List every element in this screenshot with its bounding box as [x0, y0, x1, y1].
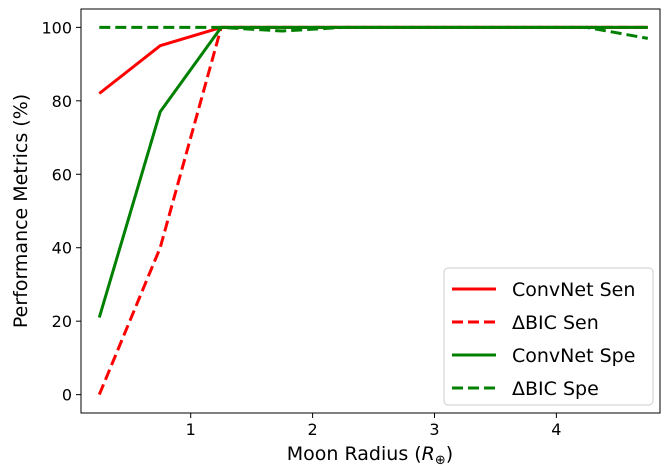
x-tick-label: 2 — [308, 420, 318, 439]
legend-box — [443, 267, 654, 406]
y-tick-label: 80 — [52, 92, 72, 111]
y-axis-label: Performance Metrics (%) — [10, 94, 32, 328]
series-line-4 — [99, 25, 649, 40]
legend-label: ΔBIC Spe — [512, 378, 599, 400]
legend: ConvNet Sen ΔBIC Sen ConvNet Spe ΔBIC Spe — [443, 267, 654, 406]
y-tick-label: 20 — [52, 312, 72, 331]
series-lines — [97, 25, 649, 396]
y-tick-label: 100 — [41, 18, 72, 37]
x-axis-label: Moon Radius (R⊕) — [287, 443, 453, 468]
x-tick-label: 4 — [551, 420, 561, 439]
legend-label: ConvNet Spe — [512, 345, 635, 367]
x-tick-label: 1 — [186, 420, 196, 439]
legend-label: ΔBIC Sen — [512, 312, 599, 334]
y-tick-label: 40 — [52, 239, 72, 258]
y-tick-label: 60 — [52, 165, 72, 184]
legend-label: ConvNet Sen — [512, 279, 635, 301]
y-tick-label: 0 — [62, 386, 72, 405]
x-tick-label: 3 — [429, 420, 439, 439]
